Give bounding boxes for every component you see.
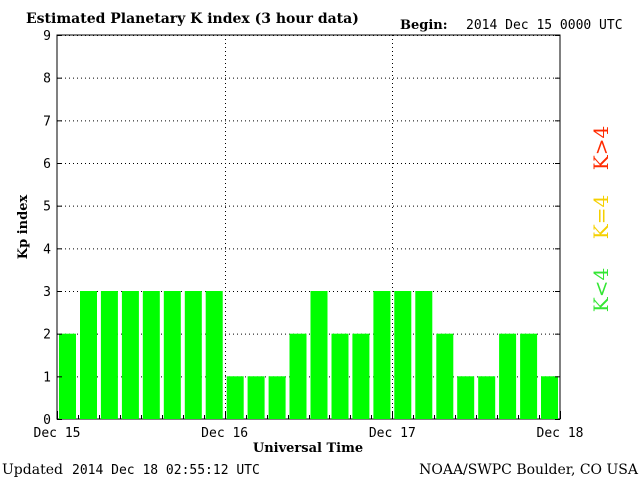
kp-bar [100,291,118,419]
kp-bar [373,291,391,419]
legend: K<4 K=4 K>4 [589,126,613,312]
kp-bar [121,291,139,419]
y-tick-label: 9 [43,29,51,44]
x-tick-label: Dec 18 [537,426,584,441]
y-tick-label: 6 [43,157,51,172]
kp-bar [457,376,475,419]
kp-bar [226,376,244,419]
updated-value: 2014 Dec 18 02:55:12 UTC [72,463,260,478]
kp-bar [268,376,286,419]
y-tick-label: 4 [43,242,51,257]
bars [59,291,558,419]
y-axis: 0 1 2 3 4 5 6 7 8 9 [43,29,560,428]
source-credit: NOAA/SWPC Boulder, CO USA [419,462,639,478]
y-tick-label: 7 [43,114,51,129]
legend-item: K=4 [589,195,613,239]
kp-bar [59,333,76,419]
kp-bar [163,291,181,419]
plot-area [56,34,561,420]
kp-bar [247,376,265,419]
updated-label: Updated [2,462,63,478]
begin-value: 2014 Dec 15 0000 UTC [466,18,623,33]
kp-bar [499,333,517,419]
y-tick-label: 3 [43,285,51,300]
y-axis-label: Kp index [16,195,31,260]
y-tick-label: 5 [43,200,51,215]
x-tick-label: Dec 16 [201,426,248,441]
chart-title: Estimated Planetary K index (3 hour data… [26,11,359,27]
legend-item: K<4 [589,268,613,312]
kp-bar [310,291,328,419]
kp-bar [352,333,370,419]
x-axis-label: Universal Time [253,441,363,456]
kp-bar [520,333,538,419]
kp-bar [436,333,454,419]
kp-bar [205,291,223,419]
kp-bar [184,291,202,419]
kp-bar [331,333,349,419]
x-tick-label: Dec 15 [34,426,81,441]
kp-bar [541,376,558,419]
legend-item: K>4 [589,126,613,170]
x-tick-label: Dec 17 [369,426,416,441]
kp-bar [478,376,496,419]
kp-bar [142,291,160,419]
x-axis: Dec 15 Dec 16 Dec 17 Dec 18 [34,411,584,441]
grid [57,35,560,419]
y-tick-label: 2 [43,328,51,343]
kp-bar [80,291,97,419]
y-tick-label: 0 [43,413,51,428]
kp-bar [394,291,412,419]
kp-bar [289,333,307,419]
kp-bar [415,291,433,419]
begin-label: Begin: [400,18,448,33]
y-tick-label: 1 [43,370,51,385]
y-tick-label: 8 [43,72,51,87]
